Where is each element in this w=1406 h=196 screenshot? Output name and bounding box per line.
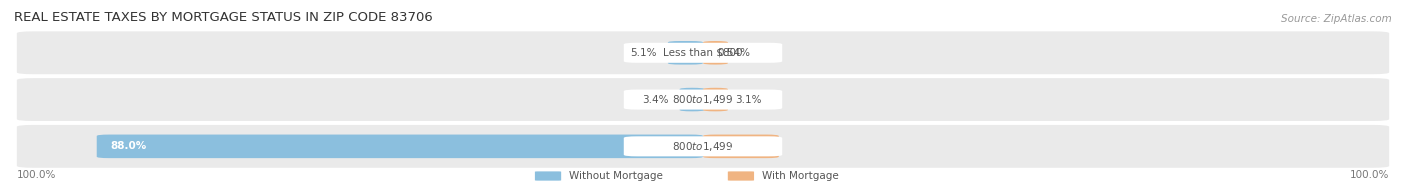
Text: 0.54%: 0.54% (717, 48, 751, 58)
FancyBboxPatch shape (97, 135, 703, 158)
FancyBboxPatch shape (624, 43, 782, 63)
Text: REAL ESTATE TAXES BY MORTGAGE STATUS IN ZIP CODE 83706: REAL ESTATE TAXES BY MORTGAGE STATUS IN … (14, 11, 433, 24)
Text: 88.0%: 88.0% (111, 141, 146, 151)
FancyBboxPatch shape (17, 125, 1389, 168)
FancyBboxPatch shape (703, 135, 779, 158)
FancyBboxPatch shape (728, 171, 754, 181)
Text: Less than $800: Less than $800 (664, 48, 742, 58)
Text: 3.1%: 3.1% (735, 94, 762, 105)
Text: 100.0%: 100.0% (1350, 170, 1389, 180)
FancyBboxPatch shape (534, 171, 561, 181)
FancyBboxPatch shape (703, 88, 728, 111)
FancyBboxPatch shape (668, 41, 703, 64)
FancyBboxPatch shape (624, 136, 782, 156)
Text: With Mortgage: With Mortgage (762, 171, 839, 181)
Text: 100.0%: 100.0% (17, 170, 56, 180)
FancyBboxPatch shape (624, 90, 782, 110)
Text: 3.4%: 3.4% (643, 94, 669, 105)
Text: 5.1%: 5.1% (630, 48, 657, 58)
Text: $800 to $1,499: $800 to $1,499 (672, 93, 734, 106)
Text: Source: ZipAtlas.com: Source: ZipAtlas.com (1281, 14, 1392, 24)
Text: Without Mortgage: Without Mortgage (569, 171, 664, 181)
FancyBboxPatch shape (17, 31, 1389, 74)
FancyBboxPatch shape (679, 88, 704, 111)
FancyBboxPatch shape (17, 78, 1389, 121)
Text: $800 to $1,499: $800 to $1,499 (672, 140, 734, 153)
FancyBboxPatch shape (703, 41, 728, 64)
Text: 11.0%: 11.0% (728, 141, 765, 151)
